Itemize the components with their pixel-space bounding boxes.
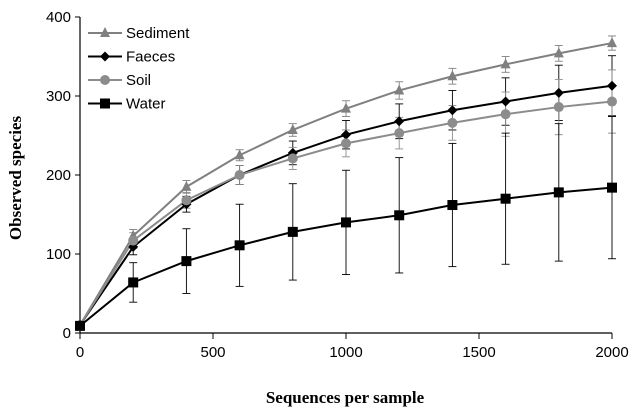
axes [75, 16, 613, 339]
legend-marker-faeces [100, 51, 110, 62]
water-point [181, 256, 192, 267]
faeces-point [553, 87, 564, 98]
x-tick-label: 1000 [329, 344, 362, 361]
x-tick-label: 1500 [462, 344, 495, 361]
water-point [500, 193, 511, 204]
soil-point [607, 96, 617, 107]
water-point [128, 277, 139, 288]
sediment-point [234, 149, 245, 160]
sediment-point [607, 37, 617, 48]
water-point [447, 200, 458, 211]
y-tick-label: 0 [63, 325, 71, 342]
x-tick-label: 2000 [595, 344, 628, 361]
y-tick-label: 300 [46, 88, 71, 105]
x-axis-title: Sequences per sample [266, 388, 425, 407]
legend-label-soil: Soil [126, 72, 151, 89]
x-tick-label: 0 [76, 344, 84, 361]
water-point [553, 187, 564, 198]
sediment-point [341, 102, 351, 113]
sediment-point [394, 84, 405, 95]
soil-point [128, 235, 139, 246]
sediment-point [181, 180, 192, 191]
error-bars [76, 35, 616, 328]
soil-point [287, 153, 298, 164]
water-point [234, 240, 245, 251]
tick-labels: 0 100 200 300 400 0 500 1000 1500 2000 [46, 9, 629, 361]
faeces-point [447, 105, 458, 116]
legend-marker-sediment [100, 27, 110, 37]
legend-label-sediment: Sediment [126, 25, 190, 42]
soil-point [181, 195, 192, 206]
sediment-point [553, 47, 564, 58]
legend-label-faeces: Faeces [126, 49, 175, 66]
soil-point [447, 117, 458, 128]
series-markers [75, 37, 617, 331]
y-tick-label: 400 [46, 9, 71, 26]
sediment-point [500, 58, 511, 69]
soil-point [234, 170, 245, 180]
x-tick-label: 500 [200, 344, 225, 361]
y-tick-label: 200 [46, 167, 71, 184]
water-point [394, 210, 405, 221]
sediment-point [447, 70, 458, 81]
faeces-point [607, 80, 617, 91]
legend: Sediment Faeces Soil Water [88, 25, 190, 113]
faeces-point [341, 129, 351, 140]
soil-point [553, 102, 564, 113]
water-point [607, 182, 617, 193]
soil-point [394, 128, 405, 139]
soil-point [500, 109, 511, 120]
legend-marker-water [100, 98, 110, 109]
legend-marker-soil [100, 75, 110, 85]
water-point [287, 226, 298, 237]
legend-label-water: Water [126, 96, 165, 113]
sediment-point [287, 123, 298, 134]
y-axis-title: Observed species [6, 116, 25, 241]
water-point [341, 217, 351, 228]
y-tick-label: 100 [46, 246, 71, 263]
faeces-point [394, 116, 405, 127]
faeces-point [500, 96, 511, 107]
soil-point [341, 138, 351, 149]
